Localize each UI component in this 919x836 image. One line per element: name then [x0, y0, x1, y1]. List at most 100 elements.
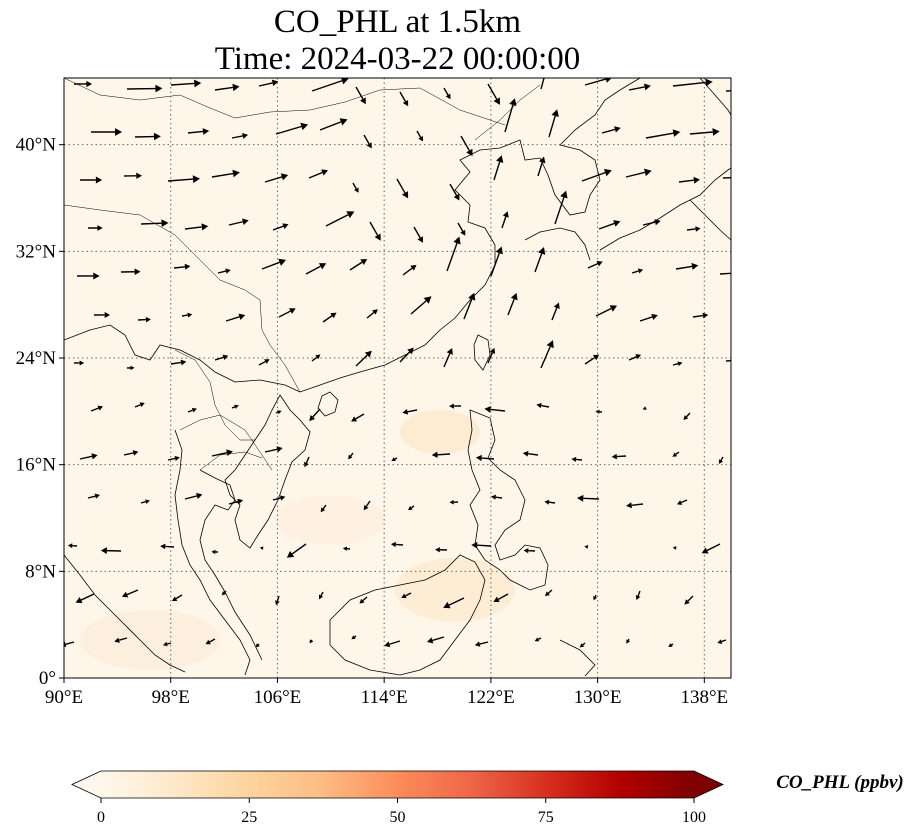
wind-arrow — [308, 169, 329, 179]
wind-arrow — [90, 128, 123, 136]
wind-arrow — [121, 589, 139, 598]
colorbar-tick-label: 50 — [390, 809, 406, 826]
wind-arrow — [463, 292, 476, 320]
colorbar-tick-label: 25 — [241, 809, 257, 826]
philippines-coastline — [467, 409, 549, 591]
wind-arrow — [352, 182, 359, 193]
wind-arrow — [717, 639, 727, 644]
wind-arrow — [391, 457, 398, 462]
wind-arrow — [581, 168, 612, 182]
wind-arrow — [443, 87, 451, 100]
wind-arrow — [258, 359, 270, 366]
wind-arrow — [286, 543, 307, 558]
border-line — [64, 78, 506, 126]
wind-arrow — [205, 638, 216, 645]
wind-arrow — [722, 176, 731, 179]
wind-arrow — [272, 223, 289, 231]
wind-arrow — [311, 78, 349, 92]
wind-arrow — [523, 548, 536, 554]
wind-arrow — [184, 223, 209, 231]
wind-arrow — [534, 637, 542, 642]
wind-arrow — [628, 83, 651, 91]
wind-arrow — [261, 258, 287, 270]
wind-arrow — [75, 593, 95, 604]
wind-arrow — [137, 316, 151, 323]
sumatra-coastline — [64, 554, 186, 673]
wind-arrow — [635, 590, 641, 601]
lat-tick-label: 24°N — [16, 348, 57, 369]
map-time-subtitle: Time: 2024-03-22 00:00:00 — [214, 41, 581, 77]
concentration-patch — [275, 495, 385, 545]
wind-arrow — [214, 354, 229, 361]
wind-arrow — [309, 408, 321, 422]
wind-arrow — [584, 545, 589, 549]
wind-arrow — [79, 176, 103, 184]
wind-arrow — [255, 643, 260, 648]
wind-arrow — [173, 263, 191, 270]
wind-arrow — [474, 641, 489, 647]
indochina-coastline — [224, 394, 311, 549]
wind-arrow — [87, 493, 101, 499]
wind-arrow — [162, 641, 172, 647]
wind-arrow — [363, 134, 372, 149]
wind-arrow — [214, 83, 240, 92]
coastlines — [64, 78, 731, 677]
wind-arrow — [593, 594, 598, 601]
wind-arrow — [126, 365, 135, 371]
wind-arrow — [359, 596, 368, 604]
wind-arrow — [349, 258, 368, 271]
wind-arrow — [342, 546, 351, 551]
wind-arrow — [278, 308, 296, 318]
wind-arrow — [493, 593, 509, 602]
wind-arrow — [544, 499, 556, 505]
wind-arrow — [351, 635, 357, 640]
wind-arrow — [457, 222, 466, 236]
wind-arrow — [642, 219, 661, 226]
wind-arrow — [355, 86, 366, 105]
wind-arrow — [595, 305, 618, 317]
wind-arrow — [576, 494, 600, 502]
wind-arrow — [491, 494, 503, 500]
wind-arrow — [304, 456, 310, 468]
wind-arrow — [309, 639, 314, 644]
wind-arrow — [435, 547, 448, 553]
map-title: CO_PHL at 1.5km — [273, 4, 522, 40]
wind-arrow — [626, 502, 644, 509]
lon-tick-label: 138°E — [680, 687, 728, 708]
wind-arrow — [540, 78, 545, 90]
wind-arrow — [225, 313, 246, 322]
wind-arrow — [426, 636, 445, 644]
wind-arrow — [601, 126, 621, 134]
wind-arrow — [625, 168, 652, 178]
wind-arrow — [396, 178, 409, 199]
japan-hokkaido-coastline — [699, 78, 731, 116]
wind-arrow — [100, 547, 122, 554]
wind-arrow — [140, 219, 169, 228]
lon-tick-label: 122°E — [467, 687, 515, 708]
wind-arrow — [668, 643, 674, 648]
colorbar-tick-label: 0 — [97, 809, 105, 826]
wind-arrow — [320, 504, 327, 513]
wind-arrow — [672, 361, 683, 367]
wind-arrow — [399, 91, 409, 107]
wind-arrow — [471, 541, 492, 549]
wind-arrow — [228, 498, 244, 505]
wind-arrow — [363, 500, 371, 511]
wind-arrow — [355, 350, 372, 367]
colorbar-title: CO_PHL (ppbv) — [776, 772, 904, 793]
wind-arrow — [87, 225, 103, 231]
wind-arrow — [322, 312, 337, 323]
wind-arrow — [275, 410, 282, 415]
wind-arrow — [73, 360, 85, 366]
wind-arrow — [407, 505, 415, 511]
lat-tick-label: 8°N — [25, 561, 56, 582]
borneo-coastline — [329, 554, 486, 676]
colorbar-gradient — [101, 771, 694, 798]
wind-arrow — [348, 452, 354, 460]
wind-arrow — [259, 546, 264, 551]
korea-coastline — [524, 227, 591, 261]
wind-arrow — [676, 499, 688, 505]
wind-vectors — [64, 78, 731, 648]
wind-arrow — [76, 272, 100, 280]
wind-arrow — [548, 109, 559, 138]
